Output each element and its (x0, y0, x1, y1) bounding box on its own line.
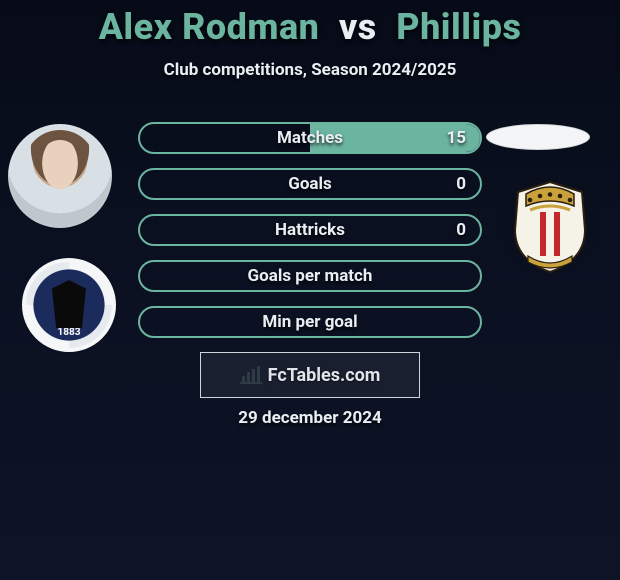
page-title: Alex Rodman vs Phillips (0, 6, 620, 48)
stat-label: Goals (288, 174, 332, 194)
stat-value-right: 0 (456, 174, 466, 194)
player2-club-crest (500, 176, 600, 276)
bar-chart-icon (240, 366, 262, 384)
stats-list: Matches 15 Goals 0 Hattricks 0 Goals per… (138, 122, 482, 338)
footer-date: 29 december 2024 (0, 408, 620, 428)
comparison-card: Alex Rodman vs Phillips Club competition… (0, 0, 620, 580)
stat-value-right: 15 (446, 128, 466, 148)
player1-club-year: 1883 (26, 327, 112, 338)
player2-name: Phillips (396, 6, 521, 48)
player2-avatar (486, 124, 590, 150)
stat-row-min-per-goal: Min per goal (138, 306, 482, 338)
stat-label: Hattricks (275, 220, 345, 240)
stat-row-hattricks: Hattricks 0 (138, 214, 482, 246)
stat-label: Matches (277, 128, 343, 148)
stat-row-matches: Matches 15 (138, 122, 482, 154)
shield-crest-icon (500, 176, 600, 276)
brand-watermark: FcTables.com (200, 352, 420, 398)
stat-row-goals-per-match: Goals per match (138, 260, 482, 292)
brand-text: FcTables.com (268, 365, 381, 386)
player1-club-crest: 1883 (22, 258, 116, 352)
stat-row-goals: Goals 0 (138, 168, 482, 200)
vs-separator: vs (339, 6, 377, 48)
player1-avatar (8, 124, 112, 228)
stat-value-right: 0 (456, 220, 466, 240)
player1-name: Alex Rodman (99, 6, 320, 48)
stat-label: Goals per match (248, 266, 373, 286)
stat-label: Min per goal (262, 312, 357, 332)
subtitle: Club competitions, Season 2024/2025 (0, 60, 620, 80)
